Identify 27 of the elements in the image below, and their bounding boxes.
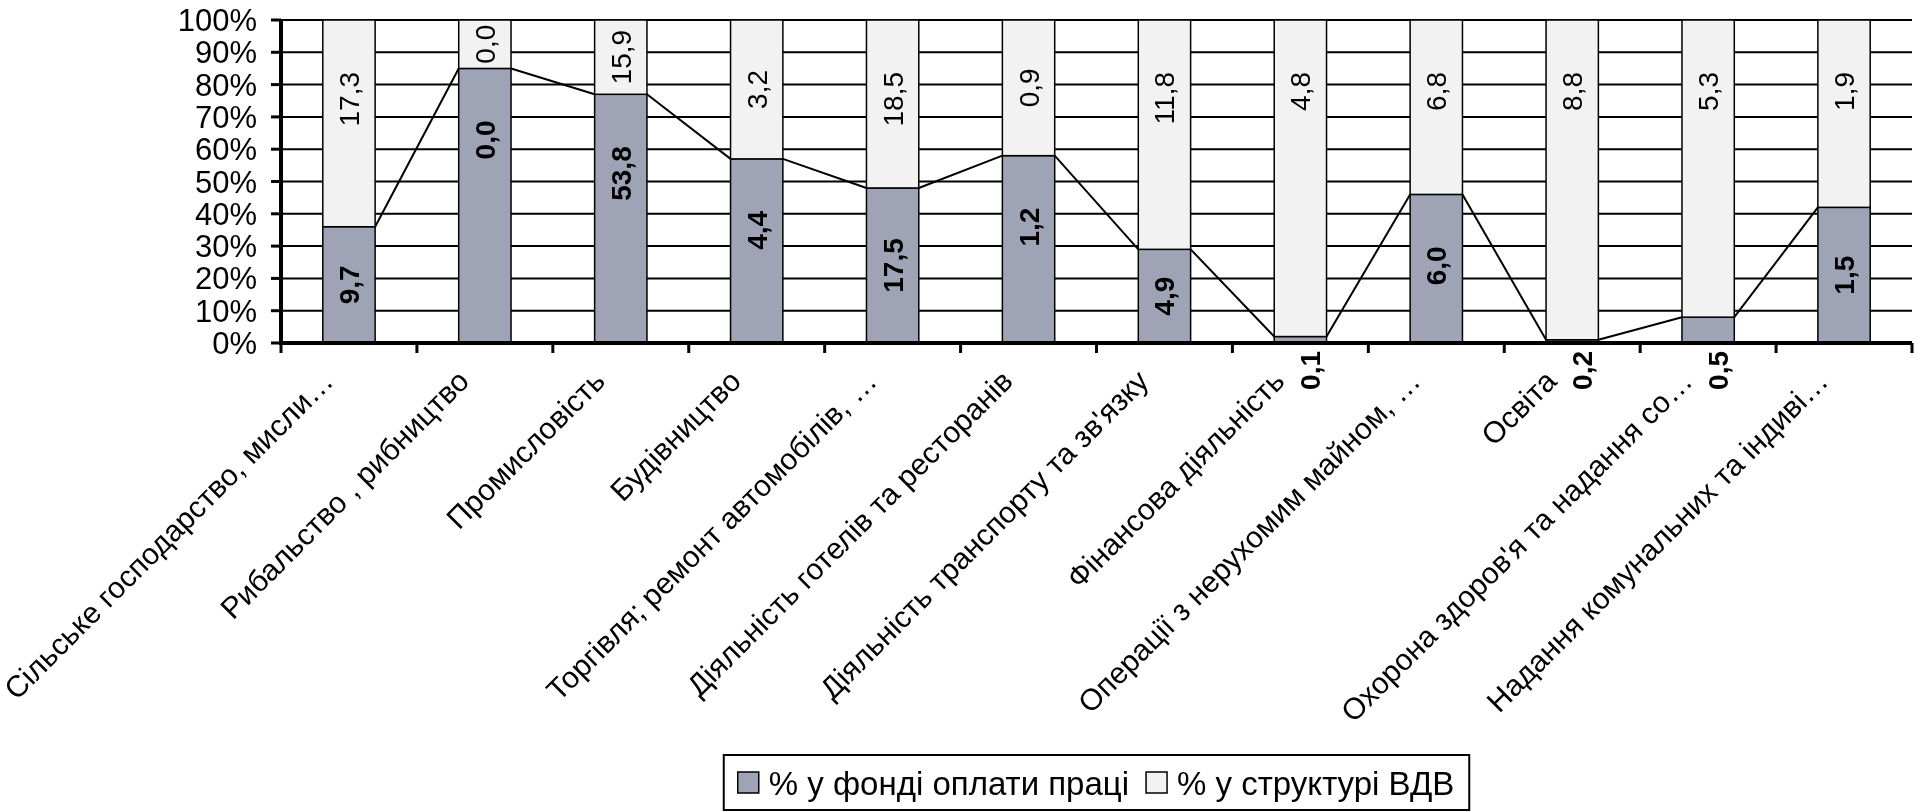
annotation: 4,8: [1284, 71, 1316, 111]
annotation: 8,8: [1556, 71, 1588, 111]
annotation: 1,9: [1828, 71, 1860, 111]
annotation: 0,5: [1702, 350, 1734, 390]
annotation: 0,0: [469, 24, 501, 64]
legend-label: % у фонді оплати праці: [768, 764, 1130, 801]
annotation: 11,8: [1148, 72, 1180, 125]
annotation: 1,5: [1828, 255, 1860, 295]
annotation: 0,1: [1294, 350, 1326, 390]
annotation: 0,0: [469, 120, 501, 160]
annotation: 17,5: [877, 238, 909, 293]
annotation: 53,8: [605, 146, 637, 201]
annotation: 6,8: [1420, 71, 1452, 111]
annotation: 0,2: [1566, 350, 1598, 390]
annotation: 9,7: [333, 265, 365, 305]
annotation: 5,3: [1692, 71, 1724, 111]
annotation: 1,2: [1013, 207, 1045, 247]
annotation: 17,3: [333, 72, 365, 127]
annotation: 18,5: [877, 72, 909, 127]
annotation: 0,9: [1013, 68, 1045, 108]
annotation: 6,0: [1420, 246, 1452, 286]
annotation: 3,2: [741, 69, 773, 109]
legend-label: % у структурі ВДВ: [1177, 764, 1455, 801]
y-tick-label: 50%: [194, 164, 257, 199]
annotation: 4,9: [1148, 276, 1180, 316]
annotation: 15,9: [605, 29, 637, 85]
annotation: 4,4: [741, 210, 773, 250]
